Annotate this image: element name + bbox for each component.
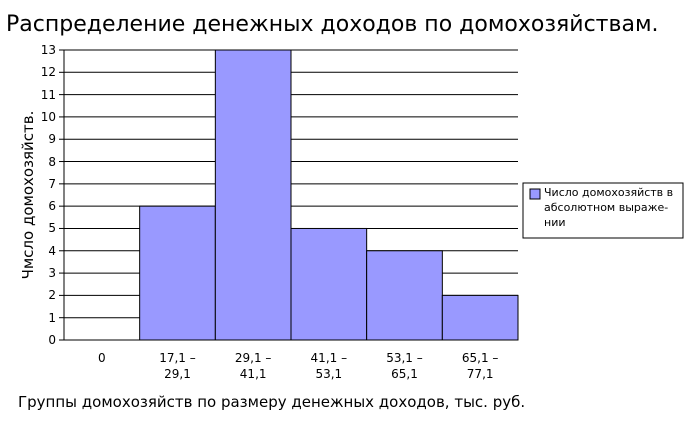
x-tick-label: 53,1 – 65,1 (386, 351, 423, 381)
y-tick-label: 11 (40, 87, 56, 102)
bar (214, 49, 292, 341)
y-tick-label: 6 (48, 199, 56, 214)
y-tick-label: 9 (48, 132, 56, 147)
y-tick-label: 5 (48, 221, 56, 236)
bar (441, 294, 519, 341)
y-tick-label: 7 (48, 176, 56, 191)
chart-title: Распределение денежных доходов по домохо… (6, 12, 659, 37)
y-tick-label: 4 (48, 243, 56, 258)
legend-box (522, 182, 684, 239)
y-tick-label: 10 (40, 109, 56, 124)
bar (139, 205, 216, 341)
y-tick-label: 2 (48, 288, 56, 303)
y-tick-label: 13 (40, 43, 56, 57)
y-tick-label: 12 (40, 65, 56, 80)
y-tick-label: 1 (48, 310, 56, 325)
x-tick-label: 41,1 – 53,1 (310, 351, 348, 381)
x-axis-title: Группы домохозяйств по размеру денежных … (18, 393, 526, 411)
y-axis-title: Чмсло домохозяйств. (19, 110, 37, 280)
x-tick-label: 0 (98, 351, 106, 365)
y-tick-label: 8 (48, 154, 56, 169)
x-tick-label: 29,1 – 41,1 (234, 351, 272, 381)
x-tick-label: 65,1 – 77,1 (461, 351, 499, 381)
bar (290, 227, 368, 341)
x-tick-label: 17,1 – 29,1 (159, 351, 196, 381)
y-tick-label: 3 (48, 266, 56, 281)
legend-label: Число домохозяйств в абсолютном выраже-н… (544, 186, 674, 229)
y-tick-label: 0 (48, 333, 56, 347)
legend-swatch (529, 188, 541, 200)
bar (366, 250, 443, 341)
